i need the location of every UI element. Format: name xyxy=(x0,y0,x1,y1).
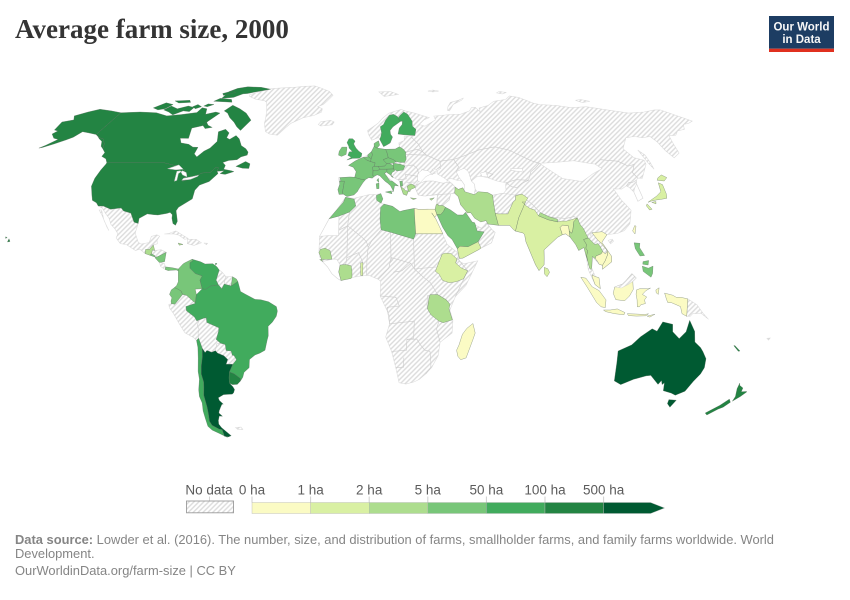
svg-text:1 ha: 1 ha xyxy=(297,483,324,498)
svg-text:in Data: in Data xyxy=(782,34,821,46)
svg-text:0 ha: 0 ha xyxy=(239,483,266,498)
svg-text:50 ha: 50 ha xyxy=(470,483,504,498)
svg-text:5 ha: 5 ha xyxy=(415,483,442,498)
svg-text:2 ha: 2 ha xyxy=(356,483,383,498)
svg-text:Average farm size, 2000: Average farm size, 2000 xyxy=(15,14,289,44)
svg-text:500 ha: 500 ha xyxy=(583,483,625,498)
svg-text:100 ha: 100 ha xyxy=(524,483,566,498)
svg-text:Data source: Lowder et al. (20: Data source: Lowder et al. (2016). The n… xyxy=(15,532,774,547)
svg-text:OurWorldinData.org/farm-size |: OurWorldinData.org/farm-size | CC BY xyxy=(15,563,236,578)
svg-text:No data: No data xyxy=(185,483,233,498)
svg-text:Development.: Development. xyxy=(15,546,95,561)
svg-text:Our World: Our World xyxy=(773,22,829,34)
